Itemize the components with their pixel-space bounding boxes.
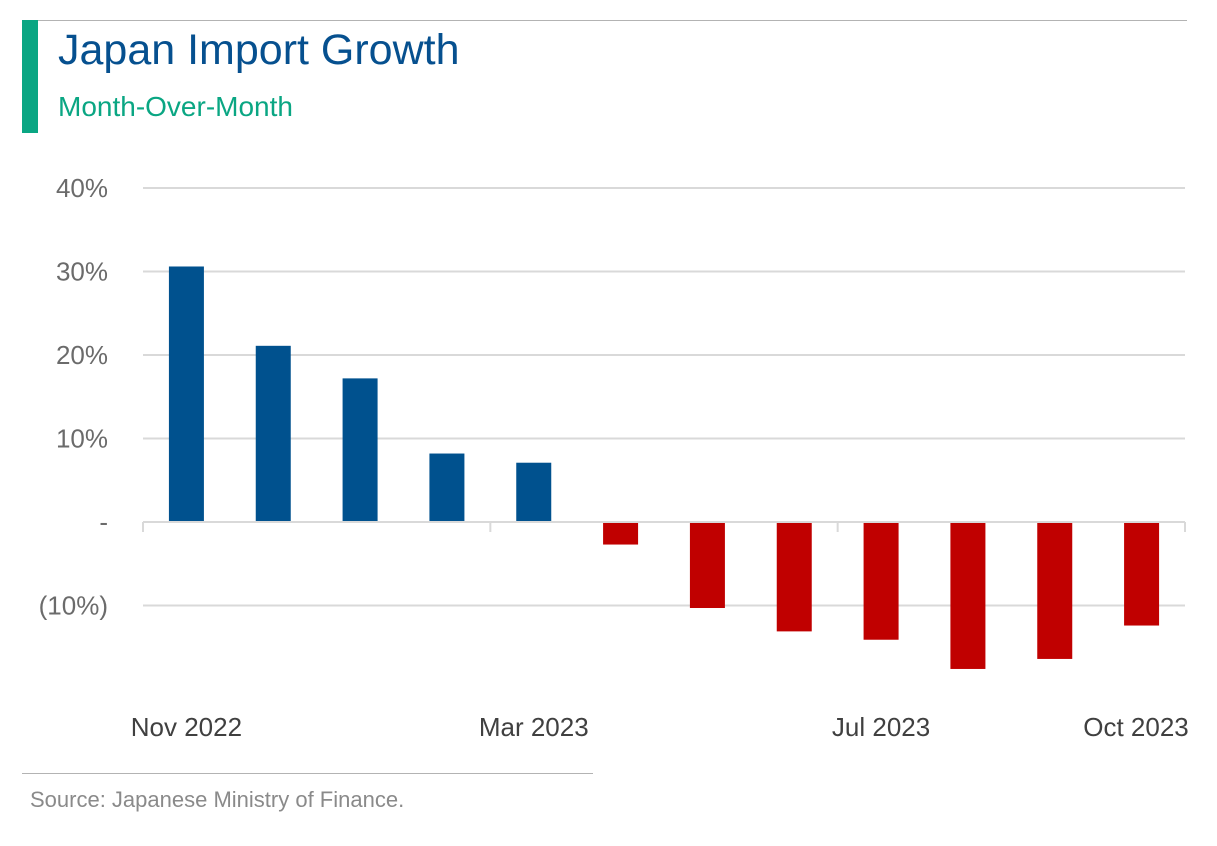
y-tick-label: 40% [56, 173, 108, 203]
x-tick-label: Mar 2023 [479, 712, 589, 742]
y-tick-label: 20% [56, 340, 108, 370]
bar-may-2023 [689, 522, 725, 609]
chart-title: Japan Import Growth [58, 26, 460, 74]
bar-aug-2023 [950, 522, 986, 669]
x-tick-label: Nov 2022 [131, 712, 242, 742]
chart-subtitle: Month-Over-Month [58, 91, 293, 122]
top-rule [22, 20, 1187, 21]
x-tick-label: Oct 2023 [1083, 712, 1189, 742]
bar-mar-2023 [516, 462, 552, 522]
footer-rule [22, 773, 593, 774]
bar-apr-2023 [603, 522, 639, 545]
y-tick-label: 10% [56, 424, 108, 454]
y-tick-label: 30% [56, 257, 108, 287]
bar-oct-2023 [1124, 522, 1160, 626]
bar-dec-2022 [255, 345, 291, 522]
x-axis [142, 521, 1186, 532]
y-tick-label: - [99, 507, 108, 537]
y-tick-label: (10%) [39, 591, 108, 621]
title-accent-bar [22, 20, 38, 133]
bar-jul-2023 [863, 522, 899, 640]
bar-feb-2023 [429, 453, 465, 522]
x-tick-label: Jul 2023 [832, 712, 930, 742]
bars [168, 266, 1160, 669]
bar-sep-2023 [1037, 522, 1073, 659]
source-note: Source: Japanese Ministry of Finance. [30, 787, 405, 812]
x-tick-labels: Nov 2022 Mar 2023 Jul 2023 Oct 2023 [131, 712, 1189, 742]
gridlines [143, 187, 1185, 607]
bar-jan-2023 [342, 378, 378, 522]
y-tick-labels: 40% 30% 20% 10% - (10%) [39, 173, 108, 621]
bar-jun-2023 [776, 522, 812, 632]
bar-nov-2022 [168, 266, 204, 522]
